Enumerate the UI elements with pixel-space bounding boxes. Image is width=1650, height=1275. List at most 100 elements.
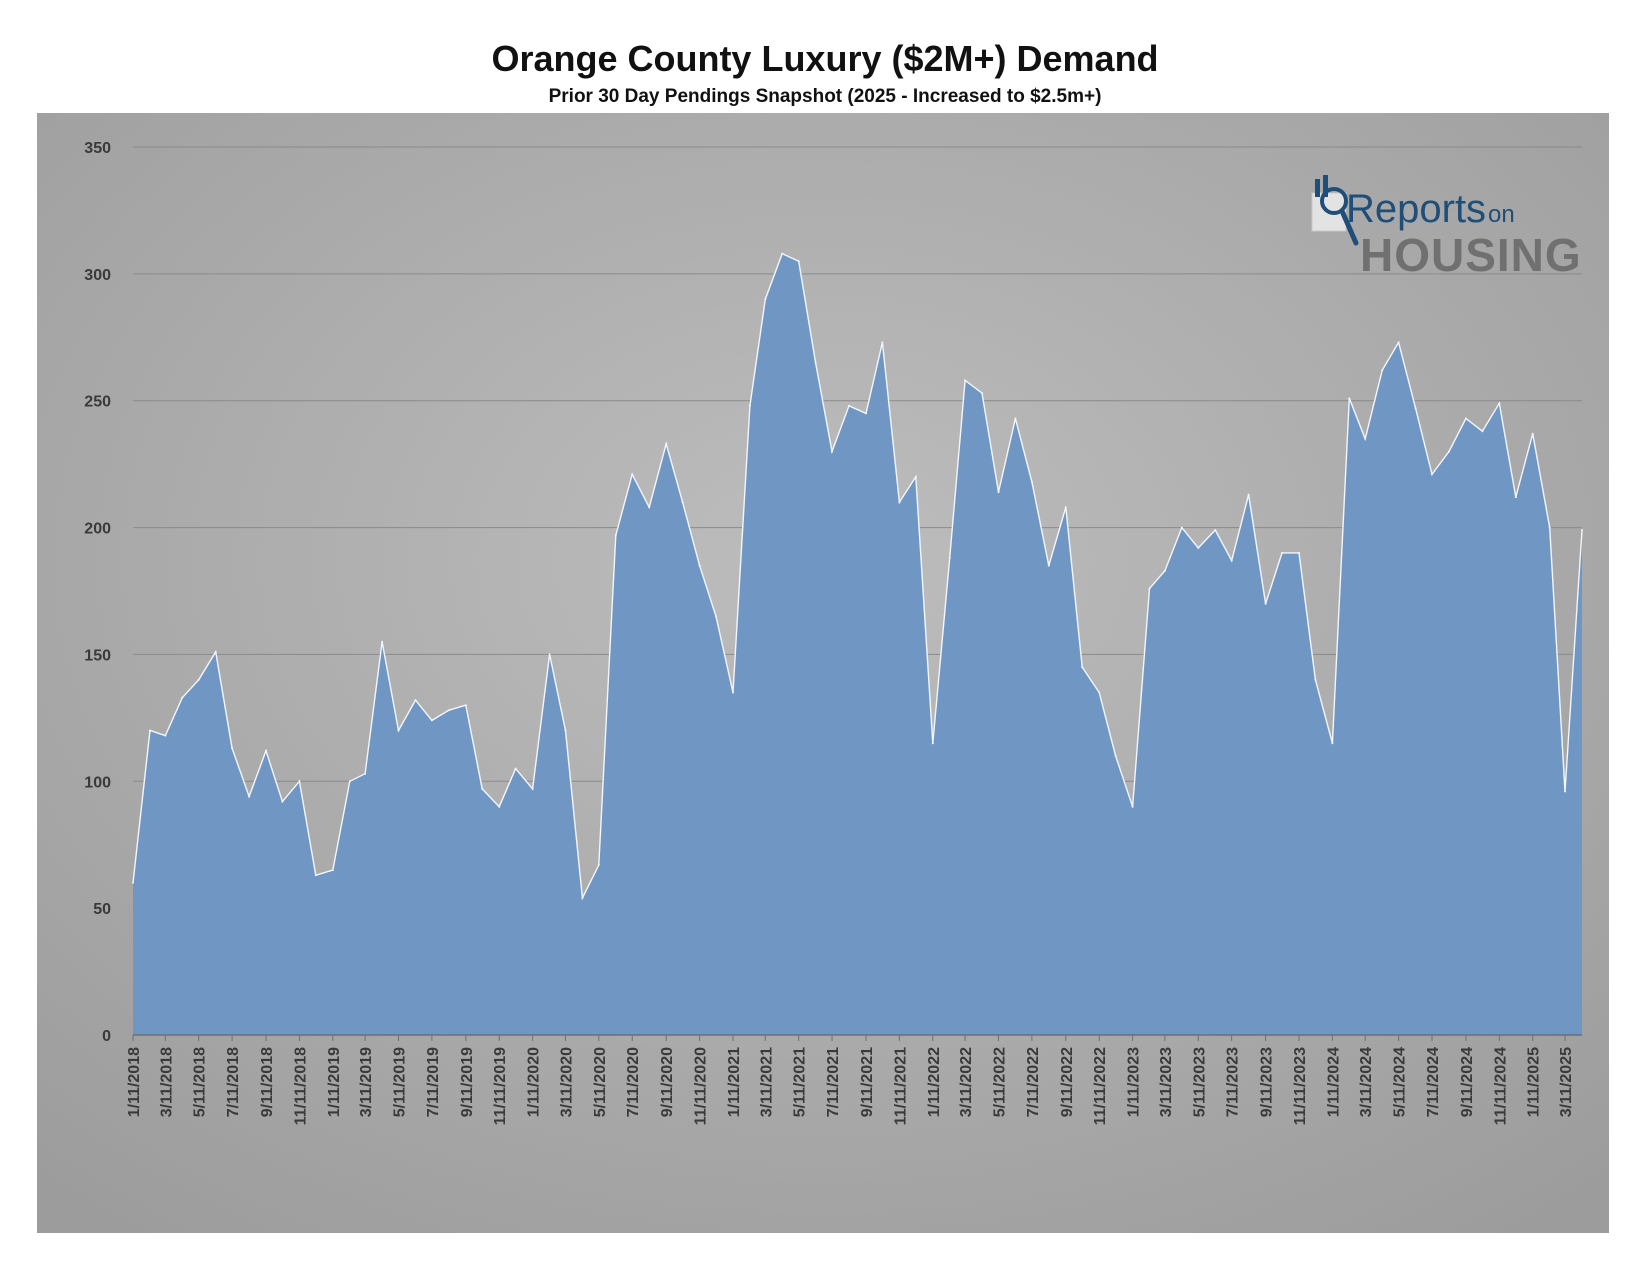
x-tick-label: 11/11/2022 — [1092, 1047, 1109, 1125]
data-point — [1180, 526, 1183, 529]
data-point — [248, 795, 251, 798]
data-point — [1331, 742, 1334, 745]
data-point — [430, 719, 433, 722]
data-point — [281, 800, 284, 803]
chart-subtitle: Prior 30 Day Pendings Snapshot (2025 - I… — [548, 86, 1102, 107]
data-point — [1230, 559, 1233, 562]
x-tick-label: 9/11/2020 — [659, 1047, 676, 1117]
x-tick-label: 9/11/2022 — [1059, 1047, 1076, 1117]
data-point — [1214, 529, 1217, 532]
y-tick-label: 200 — [84, 521, 111, 538]
data-point — [964, 379, 967, 382]
x-tick-label: 9/11/2018 — [259, 1047, 276, 1117]
x-tick-label: 1/11/2018 — [126, 1047, 143, 1117]
data-point — [164, 734, 167, 737]
data-point — [1431, 473, 1433, 476]
area-line — [132, 252, 1583, 901]
data-point — [865, 412, 867, 415]
data-point — [898, 501, 901, 504]
data-point — [381, 640, 384, 643]
data-point — [298, 780, 301, 783]
data-point — [397, 729, 400, 732]
x-tick-label: 3/11/2018 — [158, 1047, 175, 1117]
data-point — [1564, 790, 1566, 793]
x-tick-label: 1/11/2023 — [1126, 1047, 1143, 1117]
x-tick-label: 7/11/2022 — [1025, 1047, 1042, 1117]
data-point — [1064, 506, 1067, 509]
data-point — [1148, 587, 1151, 590]
data-point — [648, 506, 651, 509]
data-point — [814, 361, 817, 364]
data-point — [981, 392, 983, 395]
data-point — [997, 491, 1000, 494]
data-point — [414, 699, 417, 702]
x-tick-label: 9/11/2021 — [859, 1047, 876, 1117]
data-point — [464, 704, 467, 707]
logo-line2: HOUSING — [1360, 229, 1582, 281]
data-point — [447, 709, 450, 712]
data-point — [265, 749, 267, 752]
x-tick-label: 5/11/2019 — [391, 1047, 408, 1117]
magnifier-handle-icon — [1339, 208, 1359, 246]
data-point — [1014, 417, 1017, 420]
data-point — [1548, 526, 1551, 529]
data-point — [1514, 496, 1517, 499]
data-point — [732, 691, 734, 694]
x-tick-label: 3/11/2019 — [358, 1047, 375, 1117]
data-point — [132, 881, 134, 884]
data-point — [531, 787, 534, 790]
logo-bar-icon — [1315, 179, 1320, 197]
data-point — [1498, 402, 1501, 405]
x-tick-label: 7/11/2019 — [425, 1047, 442, 1117]
x-tick-label: 11/11/2018 — [292, 1047, 309, 1125]
data-point — [581, 897, 584, 899]
x-tick-label: 9/11/2023 — [1259, 1047, 1276, 1117]
data-point — [197, 678, 200, 681]
x-tick-label: 7/11/2018 — [225, 1047, 242, 1117]
data-point — [698, 564, 701, 567]
data-point — [1098, 691, 1101, 694]
data-point — [881, 341, 884, 344]
x-tick-label: 3/11/2021 — [758, 1047, 775, 1117]
x-tick-label: 1/11/2020 — [526, 1047, 543, 1117]
area-series — [132, 252, 1583, 1036]
data-point — [149, 729, 151, 732]
x-tick-label: 11/11/2023 — [1292, 1047, 1309, 1125]
data-point — [181, 696, 184, 699]
x-tick-label: 1/11/2022 — [926, 1047, 943, 1117]
x-tick-label: 5/11/2023 — [1191, 1047, 1208, 1117]
x-tick-label: 1/11/2024 — [1325, 1047, 1342, 1117]
data-point — [665, 442, 668, 445]
y-tick-label: 150 — [84, 647, 111, 664]
data-point — [331, 869, 334, 872]
data-point — [931, 742, 934, 745]
x-tick-label: 5/11/2024 — [1392, 1047, 1409, 1117]
data-point — [1414, 407, 1417, 410]
x-tick-label: 3/11/2022 — [958, 1047, 975, 1117]
x-tick-label: 11/11/2021 — [892, 1047, 909, 1125]
x-tick-label: 1/11/2019 — [326, 1047, 343, 1117]
data-point — [1247, 493, 1250, 496]
data-point — [314, 874, 317, 877]
data-point — [1197, 546, 1200, 549]
data-point — [1448, 450, 1450, 453]
logo-line1-small: on — [1488, 201, 1515, 228]
data-point — [1264, 602, 1267, 605]
data-point — [348, 780, 351, 783]
x-tick-label: 9/11/2024 — [1459, 1047, 1476, 1117]
x-tick-label: 7/11/2021 — [825, 1047, 842, 1117]
data-point — [1081, 666, 1084, 669]
data-point — [948, 557, 951, 559]
x-tick-label: 5/11/2018 — [192, 1047, 209, 1117]
x-tick-label: 11/11/2024 — [1492, 1047, 1509, 1125]
area-fill — [133, 253, 1582, 1036]
data-point — [715, 615, 717, 618]
x-tick-label: 7/11/2024 — [1425, 1047, 1442, 1117]
data-point — [631, 473, 634, 476]
data-point — [564, 729, 567, 732]
data-point — [614, 534, 617, 537]
y-tick-label: 0 — [102, 1028, 111, 1045]
data-point — [781, 252, 784, 255]
y-tick-label: 250 — [84, 394, 111, 411]
data-point — [1298, 551, 1300, 554]
